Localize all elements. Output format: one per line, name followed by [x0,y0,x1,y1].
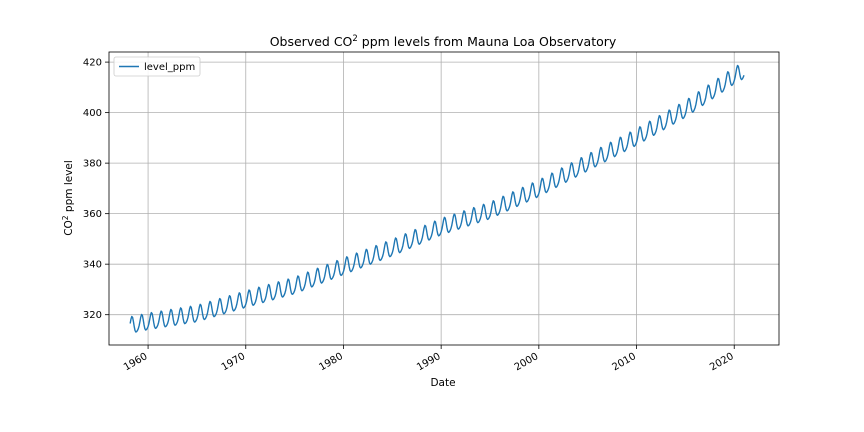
y-tick-label: 320 [83,310,102,321]
chart-title: Observed CO2 ppm levels from Mauna Loa O… [270,34,617,49]
y-tick-label: 340 [83,260,102,271]
y-tick-label: 420 [83,58,102,69]
y-axis-ticks: 320 340 360 380 400 420 [83,58,109,321]
y-tick-label: 400 [83,108,102,119]
grid [109,52,779,345]
series-level-ppm-line [129,64,745,333]
legend-label-level-ppm: level_ppm [144,62,195,73]
legend-frame [113,56,201,77]
y-tick-label: 360 [83,209,102,220]
legend: level_ppm [113,56,201,77]
y-axis-label: CO2 ppm level [61,160,75,236]
x-axis-label: Date [430,377,455,389]
plot-frame [108,51,780,346]
plot-area [109,52,779,345]
y-tick-label: 380 [83,159,102,170]
